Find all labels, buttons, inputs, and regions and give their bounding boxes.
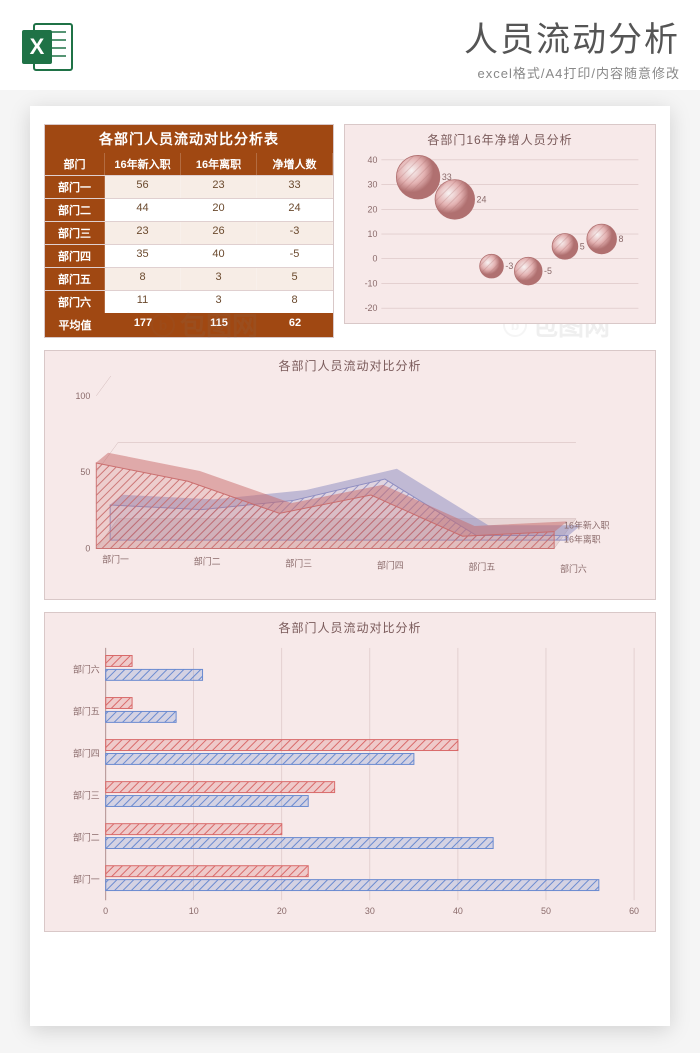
table-cell: 3 bbox=[181, 268, 257, 290]
table-cell: 20 bbox=[181, 199, 257, 221]
svg-text:50: 50 bbox=[80, 467, 90, 477]
page-header: X 人员流动分析 excel格式/A4打印/内容随意修改 bbox=[0, 0, 700, 90]
footer-cell: 177 bbox=[105, 313, 181, 337]
table-cell: 8 bbox=[105, 268, 181, 290]
table-cell: 8 bbox=[257, 291, 333, 313]
table-title: 各部门人员流动对比分析表 bbox=[45, 125, 333, 153]
table-cell: 23 bbox=[105, 222, 181, 244]
table-header-row: 部门 16年新入职 16年离职 净增人数 bbox=[45, 153, 333, 175]
svg-text:部门二: 部门二 bbox=[194, 555, 221, 566]
svg-text:部门六: 部门六 bbox=[73, 663, 100, 674]
svg-text:0: 0 bbox=[372, 254, 377, 264]
svg-text:-10: -10 bbox=[365, 278, 378, 288]
svg-text:-3: -3 bbox=[505, 261, 513, 271]
footer-cell: 115 bbox=[181, 313, 257, 337]
document-page: b 包图网 b 包图网 b 包图网 b 包图网 b 包图网 b 包图网 各部门人… bbox=[30, 106, 670, 1026]
table-cell: 部门三 bbox=[45, 222, 105, 244]
bar-chart-title: 各部门人员流动对比分析 bbox=[45, 613, 655, 638]
table-cell: 33 bbox=[257, 176, 333, 198]
col-header: 净增人数 bbox=[257, 153, 333, 175]
svg-text:20: 20 bbox=[277, 906, 287, 916]
table-cell: -5 bbox=[257, 245, 333, 267]
svg-text:10: 10 bbox=[189, 906, 199, 916]
table-row: 部门一562333 bbox=[45, 175, 333, 198]
table-cell: 44 bbox=[105, 199, 181, 221]
table-footer-row: 平均值 177 115 62 bbox=[45, 313, 333, 337]
svg-text:X: X bbox=[30, 34, 45, 59]
table-cell: -3 bbox=[257, 222, 333, 244]
table-cell: 部门一 bbox=[45, 176, 105, 198]
main-title: 人员流动分析 bbox=[86, 12, 680, 61]
table-cell: 24 bbox=[257, 199, 333, 221]
svg-text:部门二: 部门二 bbox=[73, 831, 100, 842]
bubble-chart-panel: 各部门16年净增人员分析 -20-100102030403324-3-558 bbox=[344, 124, 656, 324]
excel-icon: X bbox=[20, 20, 74, 74]
area-chart-title: 各部门人员流动对比分析 bbox=[45, 351, 655, 376]
svg-text:0: 0 bbox=[85, 543, 90, 553]
bar-chart: 0 10 20 30 40 50 60 部门六部门五部门四部门三部门二部门一 bbox=[45, 638, 655, 930]
svg-text:部门三: 部门三 bbox=[73, 789, 100, 800]
footer-label: 平均值 bbox=[45, 313, 105, 337]
table-cell: 部门五 bbox=[45, 268, 105, 290]
bubble-chart: -20-100102030403324-3-558 bbox=[345, 150, 655, 322]
svg-text:100: 100 bbox=[75, 391, 90, 401]
svg-text:部门一: 部门一 bbox=[73, 874, 100, 885]
svg-text:-5: -5 bbox=[544, 266, 552, 276]
svg-text:部门四: 部门四 bbox=[73, 747, 100, 758]
svg-text:部门五: 部门五 bbox=[469, 561, 496, 572]
table-cell: 23 bbox=[181, 176, 257, 198]
data-table: 各部门人员流动对比分析表 部门 16年新入职 16年离职 净增人数 部门一562… bbox=[44, 124, 334, 338]
svg-text:5: 5 bbox=[580, 241, 585, 251]
area-chart-panel: 各部门人员流动对比分析 0 50 100 部门一 部门二 部门三 部门四 部门五 部门六 16年新… bbox=[44, 350, 656, 600]
table-cell: 11 bbox=[105, 291, 181, 313]
table-cell: 56 bbox=[105, 176, 181, 198]
svg-text:40: 40 bbox=[368, 155, 378, 165]
table-row: 部门三2326-3 bbox=[45, 221, 333, 244]
bar-chart-panel: 各部门人员流动对比分析 0 10 20 30 40 50 60 部门六部门五部门四部门三部门二… bbox=[44, 612, 656, 932]
svg-text:部门六: 部门六 bbox=[560, 563, 587, 574]
svg-text:24: 24 bbox=[477, 194, 487, 204]
svg-text:0: 0 bbox=[103, 906, 108, 916]
svg-text:部门三: 部门三 bbox=[285, 557, 312, 568]
table-cell: 26 bbox=[181, 222, 257, 244]
table-cell: 部门四 bbox=[45, 245, 105, 267]
col-header: 部门 bbox=[45, 153, 105, 175]
svg-text:16年新入职: 16年新入职 bbox=[564, 520, 610, 531]
svg-text:部门一: 部门一 bbox=[102, 553, 129, 564]
svg-text:40: 40 bbox=[453, 906, 463, 916]
table-cell: 部门六 bbox=[45, 291, 105, 313]
svg-text:30: 30 bbox=[368, 180, 378, 190]
table-cell: 5 bbox=[257, 268, 333, 290]
col-header: 16年新入职 bbox=[105, 153, 181, 175]
bubble-chart-title: 各部门16年净增人员分析 bbox=[345, 125, 655, 150]
footer-cell: 62 bbox=[257, 313, 333, 337]
table-row: 部门六1138 bbox=[45, 290, 333, 313]
svg-text:30: 30 bbox=[365, 906, 375, 916]
table-row: 部门五835 bbox=[45, 267, 333, 290]
table-cell: 部门二 bbox=[45, 199, 105, 221]
table-row: 部门四3540-5 bbox=[45, 244, 333, 267]
table-row: 部门二442024 bbox=[45, 198, 333, 221]
area-chart: 0 50 100 部门一 部门二 部门三 部门四 部门五 部门六 16年新入职 16年离职 bbox=[45, 376, 655, 598]
svg-text:部门四: 部门四 bbox=[377, 559, 404, 570]
svg-text:50: 50 bbox=[541, 906, 551, 916]
table-cell: 3 bbox=[181, 291, 257, 313]
svg-text:60: 60 bbox=[629, 906, 639, 916]
table-cell: 40 bbox=[181, 245, 257, 267]
col-header: 16年离职 bbox=[181, 153, 257, 175]
svg-text:10: 10 bbox=[368, 229, 378, 239]
svg-text:部门五: 部门五 bbox=[73, 705, 100, 716]
svg-text:-20: -20 bbox=[365, 303, 378, 313]
svg-text:20: 20 bbox=[368, 204, 378, 214]
sub-title: excel格式/A4打印/内容随意修改 bbox=[86, 63, 680, 82]
svg-text:8: 8 bbox=[618, 234, 623, 244]
svg-text:16年离职: 16年离职 bbox=[564, 534, 601, 545]
table-cell: 35 bbox=[105, 245, 181, 267]
